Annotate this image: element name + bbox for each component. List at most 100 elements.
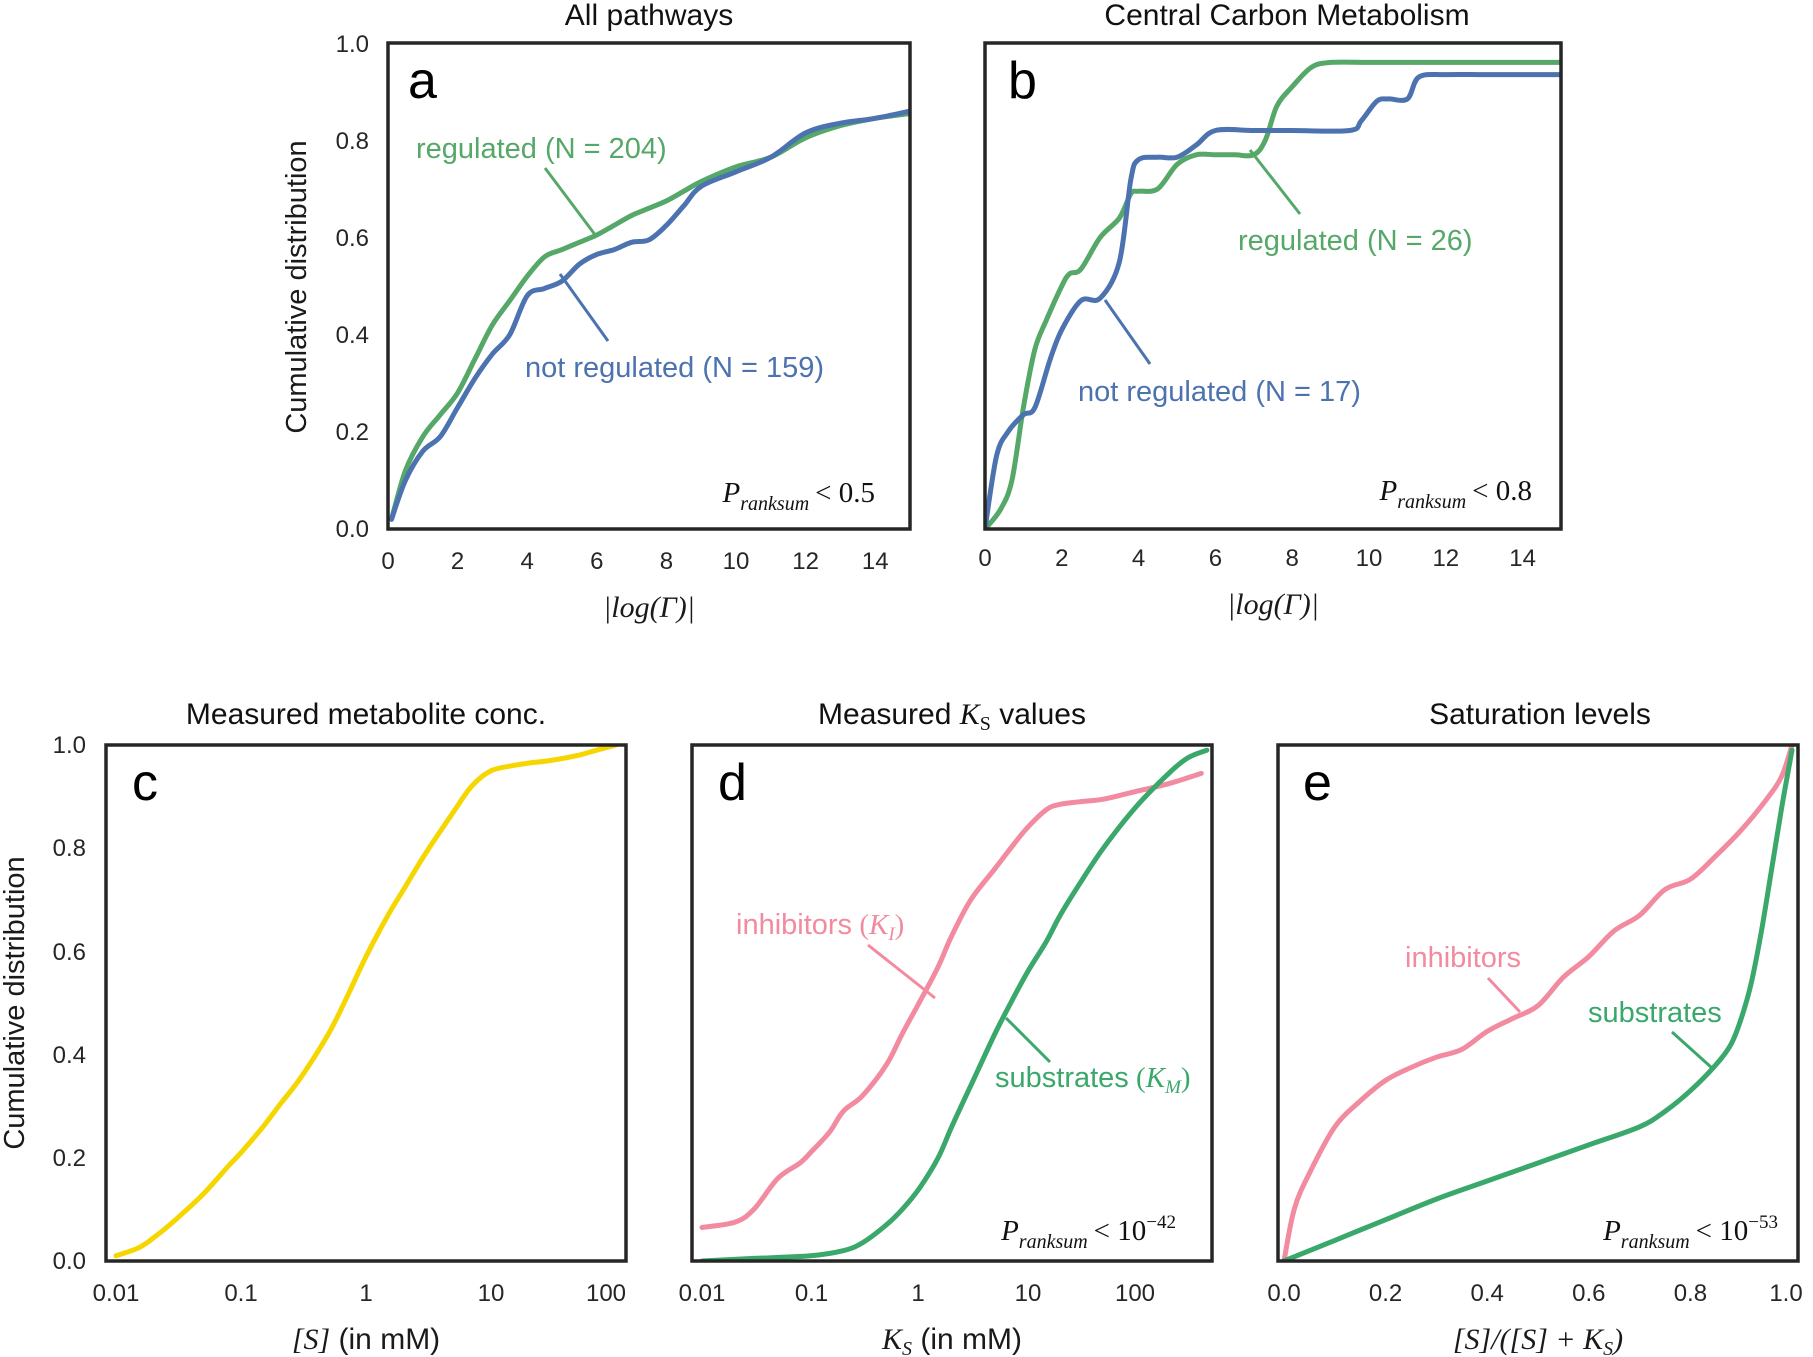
x-label-math: [S] [292, 1323, 330, 1356]
series-sub: I [887, 924, 896, 945]
x-tick-label: 8 [1286, 545, 1299, 572]
panel-d-letter: d [718, 754, 747, 812]
series-open-paren: ( [1129, 1062, 1146, 1094]
panel-a-ylabel: Cumulative distribution [281, 140, 313, 433]
panel-b-not-regulated-leader [1103, 299, 1152, 365]
panel-a-not-regulated-leader [558, 273, 610, 342]
panel-e-inhibitors-leader [1486, 976, 1522, 1014]
panel-c-xticks: 0.01 0.1 1 10 100 [93, 1280, 626, 1307]
p-symbol: P [1379, 475, 1398, 507]
y-tick-label: 1.0 [336, 31, 369, 58]
panel-e-substrates-label: substrates [1588, 997, 1722, 1029]
x-tick-label: 14 [1509, 545, 1536, 572]
x-tick-label: 10 [478, 1280, 505, 1307]
panel-b-not-regulated-label: not regulated (N = 17) [1078, 376, 1361, 408]
panel-b-regulated-n-26-line [985, 59, 1561, 529]
panel-c-ylabel: Cumulative distribution [0, 856, 31, 1149]
y-tick-label: 0.6 [53, 939, 86, 966]
series-math: K [1145, 1062, 1167, 1094]
panel-a-letter: a [408, 52, 437, 110]
panel-b-title: Central Carbon Metabolism [1104, 0, 1469, 32]
x-tick-label: 4 [1132, 545, 1145, 572]
panel-a-title: All pathways [565, 0, 733, 32]
y-tick-label: 0.6 [336, 225, 369, 252]
p-subscript: ranksum [1621, 1231, 1690, 1253]
x-tick-label: 0.1 [795, 1280, 828, 1307]
p-relation: < 0.8 [1472, 475, 1532, 507]
panel-d: Measured KS values d 0.01 0.1 1 10 100 K… [679, 698, 1214, 1357]
panel-e-title: Saturation levels [1429, 698, 1651, 731]
panel-e-inhibitors-label: inhibitors [1405, 942, 1521, 974]
p-subscript: ranksum [1019, 1231, 1088, 1253]
panel-b-regulated-label: regulated (N = 26) [1238, 225, 1473, 257]
p-relation: < 10 [1696, 1215, 1749, 1247]
title-text: Measured [818, 698, 960, 731]
series-close-paren: ) [1181, 1062, 1191, 1094]
x-tick-label: 1.0 [1769, 1280, 1802, 1307]
panel-c-series-line [113, 745, 619, 1259]
title-math: K [959, 698, 982, 731]
panel-a-lines [389, 108, 910, 522]
panel-c: Measured metabolite conc. c 0.0 0.2 0.4 … [0, 698, 628, 1356]
panel-c-lines [113, 745, 619, 1259]
x-tick-label: 0.0 [1267, 1280, 1300, 1307]
series-open-paren: ( [852, 909, 869, 941]
panel-c-frame [104, 743, 628, 1263]
series-name: inhibitors [736, 909, 852, 941]
x-label-text: (in mM) [912, 1323, 1022, 1356]
p-relation: < 10 [1094, 1215, 1147, 1247]
title-suffix: values [991, 698, 1086, 731]
panel-b-not-regulated-n-17-line [985, 71, 1561, 529]
panel-e-substrates-line [1281, 747, 1795, 1261]
panel-d-xticks: 0.01 0.1 1 10 100 [679, 1280, 1155, 1307]
x-tick-label: 2 [1055, 545, 1068, 572]
panel-b-regulated-leader [1248, 149, 1302, 215]
panel-e: Saturation levels e 0.0 0.2 0.4 0.6 0.8 … [1267, 698, 1802, 1357]
x-tick-label: 0 [381, 548, 394, 575]
y-tick-label: 0.0 [53, 1248, 86, 1275]
x-label-math: K [881, 1323, 904, 1356]
panel-b-frame [983, 41, 1563, 531]
panel-b-xticks: 0 2 4 6 8 10 12 14 [978, 545, 1536, 572]
panel-c-title: Measured metabolite conc. [186, 698, 546, 731]
x-tick-label: 0.6 [1572, 1280, 1605, 1307]
panel-a-not-regulated-label: not regulated (N = 159) [525, 352, 824, 384]
p-exponent: −42 [1146, 1212, 1176, 1233]
panel-e-inhibitors-line [1281, 745, 1795, 1261]
panel-a-not-regulated-n-159-line [389, 108, 910, 522]
panel-b-lines [985, 59, 1561, 529]
x-label-close: ) [1611, 1323, 1623, 1356]
panel-a-xlabel: |log(Γ)| [603, 591, 695, 624]
panel-b-letter: b [1008, 52, 1037, 110]
y-tick-label: 0.2 [336, 419, 369, 446]
panel-a-regulated-n-204-line [389, 111, 910, 522]
series-name: substrates [995, 1062, 1129, 1094]
panel-d-substrates-line [699, 747, 1210, 1261]
y-tick-label: 0.8 [336, 128, 369, 155]
x-tick-label: 0.4 [1471, 1280, 1504, 1307]
panel-a-regulated-leader [543, 167, 598, 237]
x-tick-label: 12 [792, 548, 819, 575]
x-tick-label: 0.1 [224, 1280, 257, 1307]
panel-b-xlabel: |log(Γ)| [1227, 588, 1319, 621]
panel-d-substrates-leader [1004, 1016, 1052, 1064]
y-tick-label: 0.2 [53, 1145, 86, 1172]
y-tick-label: 0.4 [336, 322, 369, 349]
panel-d-inhibitors-label: inhibitors (KI) [736, 909, 904, 945]
panel-d-xlabel: KS (in mM) [881, 1323, 1022, 1357]
panel-e-xticks: 0.0 0.2 0.4 0.6 0.8 1.0 [1267, 1280, 1802, 1307]
x-label-sub: S [902, 1338, 912, 1357]
panel-d-title: Measured KS values [818, 698, 1086, 735]
x-label-text: (in mM) [330, 1323, 440, 1356]
y-tick-label: 0.4 [53, 1042, 86, 1069]
x-tick-label: 10 [1356, 545, 1383, 572]
x-tick-label: 14 [862, 548, 889, 575]
x-tick-label: 12 [1432, 545, 1459, 572]
panel-e-letter: e [1303, 754, 1332, 812]
panel-d-inhibitors-line [699, 770, 1204, 1230]
p-subscript: ranksum [1397, 491, 1466, 513]
series-close-paren: ) [895, 909, 905, 941]
panel-d-p-value: Pranksum < 10−42 [1000, 1212, 1176, 1253]
panel-e-frame [1276, 743, 1800, 1263]
